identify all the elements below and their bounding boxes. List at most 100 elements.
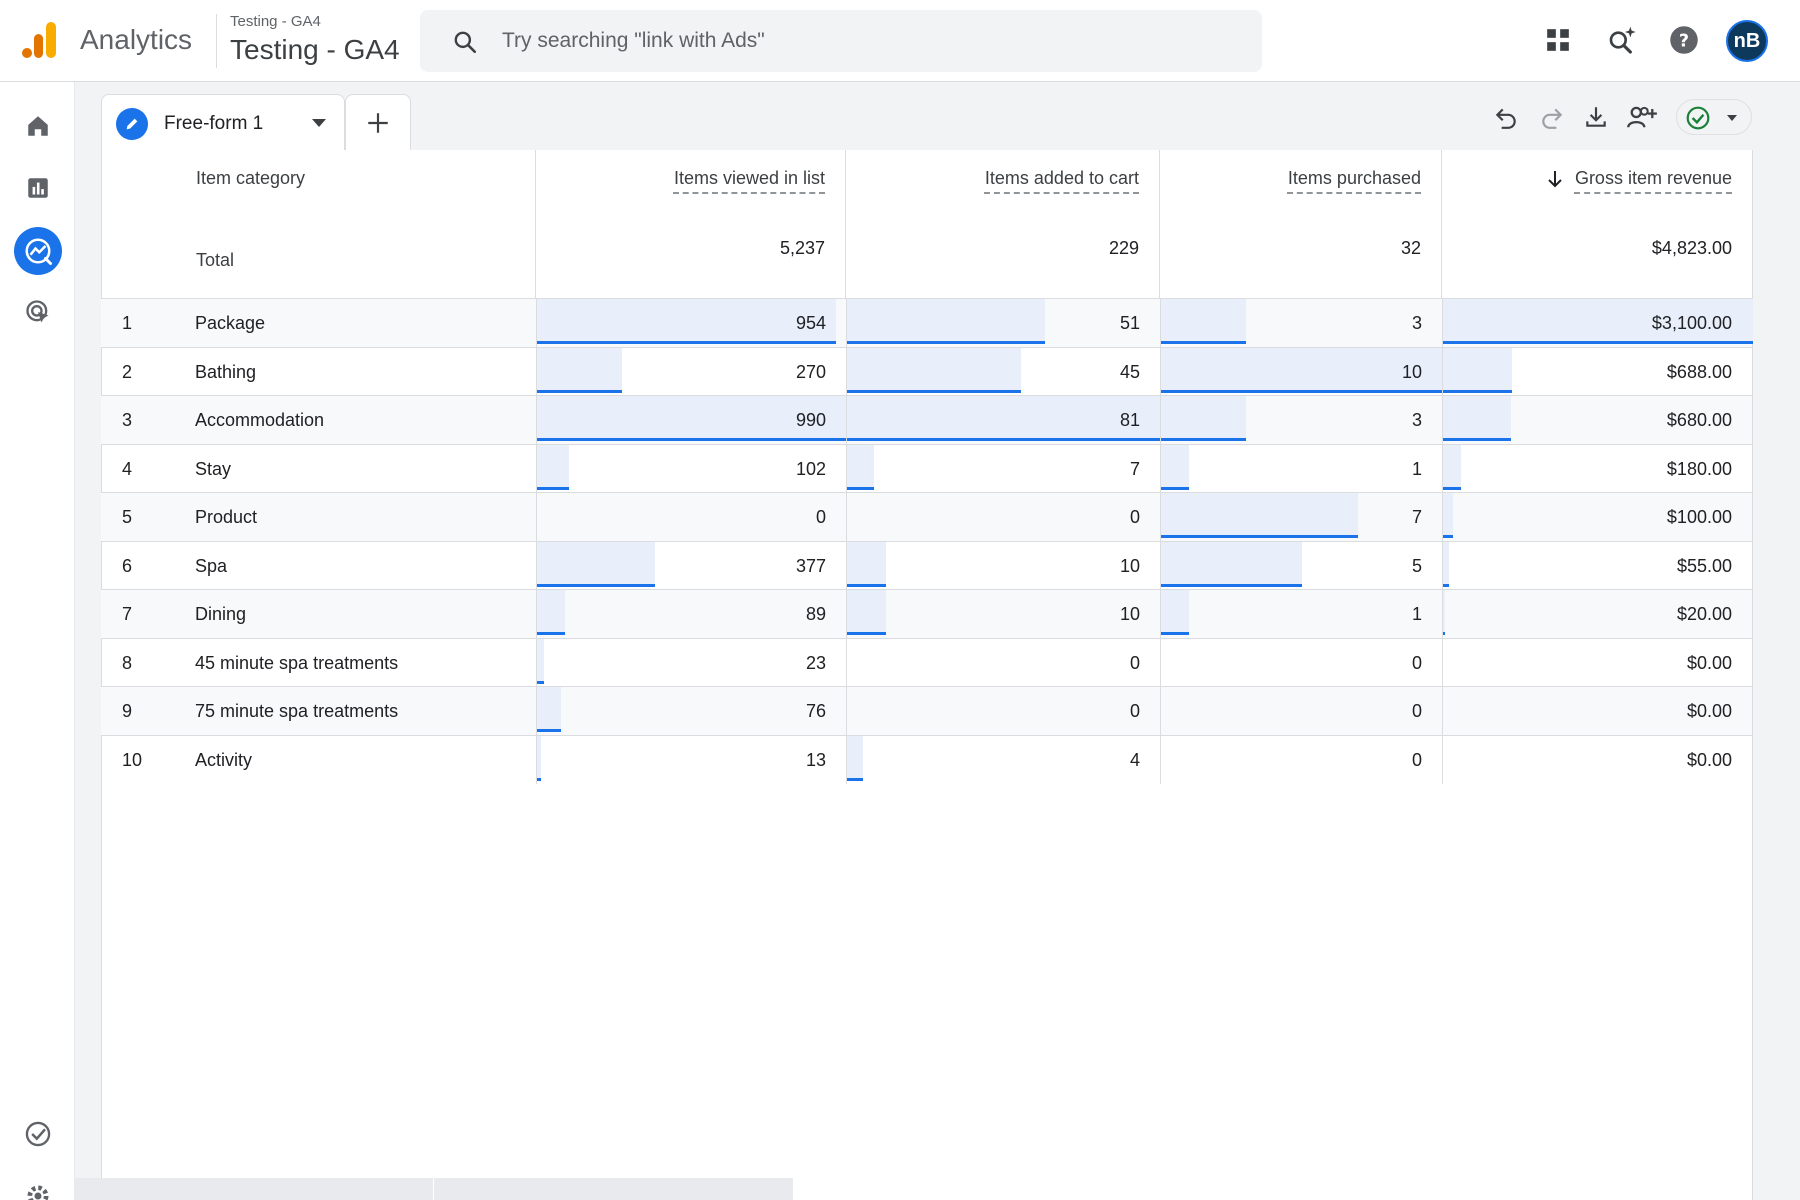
item-category-cell[interactable]: Spa <box>195 555 228 576</box>
settings-gear-icon[interactable] <box>14 1172 62 1200</box>
row-index: 4 <box>122 458 133 479</box>
metric-value: 990 <box>795 410 826 430</box>
item-category-cell[interactable]: Stay <box>195 458 232 479</box>
undo-icon[interactable] <box>1488 99 1524 135</box>
table-row[interactable]: 10 Activity 13 4 0 $0.00 <box>101 735 1752 785</box>
table-row[interactable]: 1 Package 954 51 3 $3,100.00 <box>101 299 1753 348</box>
metric-cell: $20.00 <box>1442 590 1752 638</box>
table-row[interactable]: 4 Stay 102 7 1 $180.00 <box>101 444 1752 493</box>
admin-checklist-icon[interactable] <box>14 1110 62 1158</box>
metric-header-cell: Gross item revenue $4,823.00 <box>1442 150 1752 299</box>
search-input[interactable] <box>502 22 1222 60</box>
heatmap-bar <box>847 347 1021 393</box>
table-row[interactable]: 6 Spa 377 10 5 $55.00 <box>101 541 1752 590</box>
heatmap-bar <box>847 396 1161 441</box>
metric-header[interactable]: Items viewed in list <box>673 168 825 188</box>
chevron-down-icon <box>1727 115 1737 121</box>
share-users-icon[interactable] <box>1624 99 1660 135</box>
dimension-header[interactable]: Item category <box>196 168 306 188</box>
metric-cell: 7 <box>846 444 1160 493</box>
search-insights-icon[interactable] <box>1603 22 1639 58</box>
row-index: 8 <box>122 652 133 673</box>
metric-total: 5,237 <box>779 238 825 258</box>
metric-value: $180.00 <box>1666 458 1732 479</box>
metric-value: 76 <box>805 701 826 721</box>
metric-value: 4 <box>1129 749 1140 770</box>
metric-value: 3 <box>1411 410 1422 430</box>
metric-header[interactable]: Items added to cart <box>984 168 1139 188</box>
metric-value: $100.00 <box>1666 507 1732 527</box>
search-bar[interactable] <box>420 10 1262 72</box>
table-row[interactable]: 8 45 minute spa treatments 23 0 0 $0.00 <box>101 638 1752 687</box>
item-category-cell[interactable]: Activity <box>195 749 253 770</box>
item-category-cell[interactable]: Dining <box>195 604 247 624</box>
metric-cell: 23 <box>536 638 846 687</box>
advertising-icon[interactable] <box>14 288 62 336</box>
metric-value: 0 <box>815 507 826 527</box>
analytics-logo-icon[interactable] <box>22 22 56 58</box>
item-category-cell[interactable]: 75 minute spa treatments <box>195 701 399 721</box>
status-dropdown[interactable] <box>1676 99 1752 135</box>
help-icon[interactable]: ? <box>1666 22 1702 58</box>
metric-value: 102 <box>795 458 826 479</box>
heatmap-bar <box>1161 541 1302 587</box>
metric-cell: 102 <box>536 444 846 493</box>
metric-value: 1 <box>1411 458 1422 479</box>
row-index: 7 <box>122 604 133 624</box>
metric-cell: $180.00 <box>1442 444 1752 493</box>
metric-cell: 10 <box>846 541 1160 590</box>
edit-pencil-icon[interactable] <box>116 108 148 140</box>
sort-descending-arrow-icon[interactable] <box>1547 170 1563 188</box>
item-category-cell[interactable]: Package <box>195 313 266 333</box>
metric-value: 1 <box>1411 604 1422 624</box>
plus-icon <box>368 112 388 133</box>
metric-value: 0 <box>1129 701 1140 721</box>
metric-cell: 0 <box>846 638 1160 687</box>
metric-value: 270 <box>795 361 826 382</box>
metric-cell: $688.00 <box>1442 347 1752 396</box>
metric-value: 377 <box>795 555 826 576</box>
metric-value: 0 <box>1411 701 1422 721</box>
download-icon[interactable] <box>1578 99 1614 135</box>
heatmap-bar <box>1443 299 1753 344</box>
avatar[interactable]: nB <box>1726 20 1768 62</box>
reports-icon[interactable] <box>14 164 62 212</box>
table-row[interactable]: 3 Accommodation 990 81 3 $680.00 <box>101 396 1752 445</box>
table-row[interactable]: 2 Bathing 270 45 10 $688.00 <box>101 347 1752 396</box>
metric-header-cell: Items added to cart 229 <box>846 150 1160 299</box>
apps-grid-icon[interactable] <box>1540 22 1576 58</box>
horizontal-scrollbar[interactable] <box>75 1178 793 1200</box>
row-index: 6 <box>122 555 133 576</box>
item-category-cell[interactable]: Bathing <box>195 361 257 382</box>
metric-header[interactable]: Gross item revenue <box>1574 168 1732 188</box>
account-name[interactable]: Testing - GA4 <box>230 13 321 30</box>
add-tab-button[interactable] <box>345 94 411 150</box>
heatmap-bar <box>537 396 847 441</box>
tab-dropdown-icon[interactable] <box>312 119 326 127</box>
heatmap-bar <box>537 299 836 344</box>
tab-free-form-1[interactable]: Free-form 1 <box>101 94 345 150</box>
metric-cell: 51 <box>846 299 1160 347</box>
table-row[interactable]: 5 Product 0 0 7 $100.00 <box>101 493 1752 542</box>
metric-cell: 1 <box>1160 590 1442 638</box>
metric-cell: $3,100.00 <box>1442 299 1753 347</box>
metric-value: $680.00 <box>1666 410 1732 430</box>
item-category-cell[interactable]: Product <box>195 507 258 527</box>
redo-icon[interactable] <box>1534 99 1570 135</box>
row-index: 3 <box>122 410 133 430</box>
heatmap-bar <box>1443 541 1449 587</box>
heatmap-bar <box>537 687 561 732</box>
metric-value: 0 <box>1129 652 1140 673</box>
home-icon[interactable] <box>14 102 62 150</box>
item-category-cell[interactable]: 45 minute spa treatments <box>195 652 399 673</box>
property-name[interactable]: Testing - GA4 <box>230 34 400 65</box>
explore-icon[interactable] <box>14 227 62 275</box>
heatmap-bar <box>1161 347 1443 393</box>
table-row[interactable]: 9 75 minute spa treatments 76 0 0 $0.00 <box>101 687 1752 736</box>
metric-cell: 990 <box>536 396 847 444</box>
metric-value: 10 <box>1119 555 1140 576</box>
metric-header[interactable]: Items purchased <box>1287 168 1421 188</box>
free-form-table: Item category Total Items viewed in list… <box>101 150 1753 785</box>
table-row[interactable]: 7 Dining 89 10 1 $20.00 <box>101 590 1752 639</box>
item-category-cell[interactable]: Accommodation <box>195 410 325 430</box>
